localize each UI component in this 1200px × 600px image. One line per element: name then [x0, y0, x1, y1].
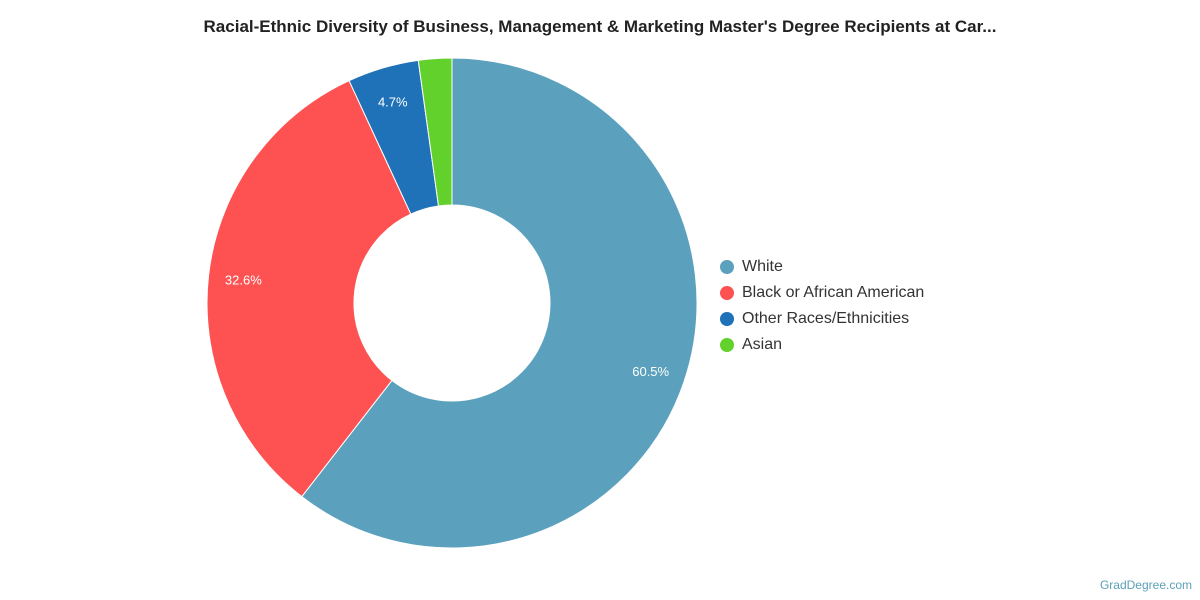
- slice-white[interactable]: [301, 57, 698, 549]
- legend-item-black[interactable]: Black or African American: [720, 280, 924, 306]
- slice-black-or-african-american[interactable]: [206, 80, 412, 498]
- slice-data-label: 60.5%: [632, 364, 669, 379]
- slice-data-label: 32.6%: [225, 272, 262, 287]
- legend-item-white[interactable]: White: [720, 254, 924, 280]
- legend-item-asian[interactable]: Asian: [720, 332, 924, 358]
- slice-asian[interactable]: [417, 57, 453, 207]
- chart-legend: White Black or African American Other Ra…: [720, 254, 924, 358]
- source-credit[interactable]: GradDegree.com: [1099, 578, 1192, 592]
- legend-swatch-white: [720, 260, 734, 274]
- slice-data-label: 4.7%: [378, 95, 408, 110]
- legend-label-black: Black or African American: [742, 284, 925, 301]
- legend-swatch-asian: [720, 338, 734, 352]
- legend-label-other: Other Races/Ethnicities: [742, 310, 910, 327]
- chart-title: Racial-Ethnic Diversity of Business, Man…: [203, 17, 997, 36]
- legend-item-other[interactable]: Other Races/Ethnicities: [720, 306, 924, 332]
- legend-label-asian: Asian: [742, 336, 783, 353]
- legend-label-white: White: [742, 258, 783, 275]
- legend-swatch-other: [720, 312, 734, 326]
- legend-swatch-black: [720, 286, 734, 300]
